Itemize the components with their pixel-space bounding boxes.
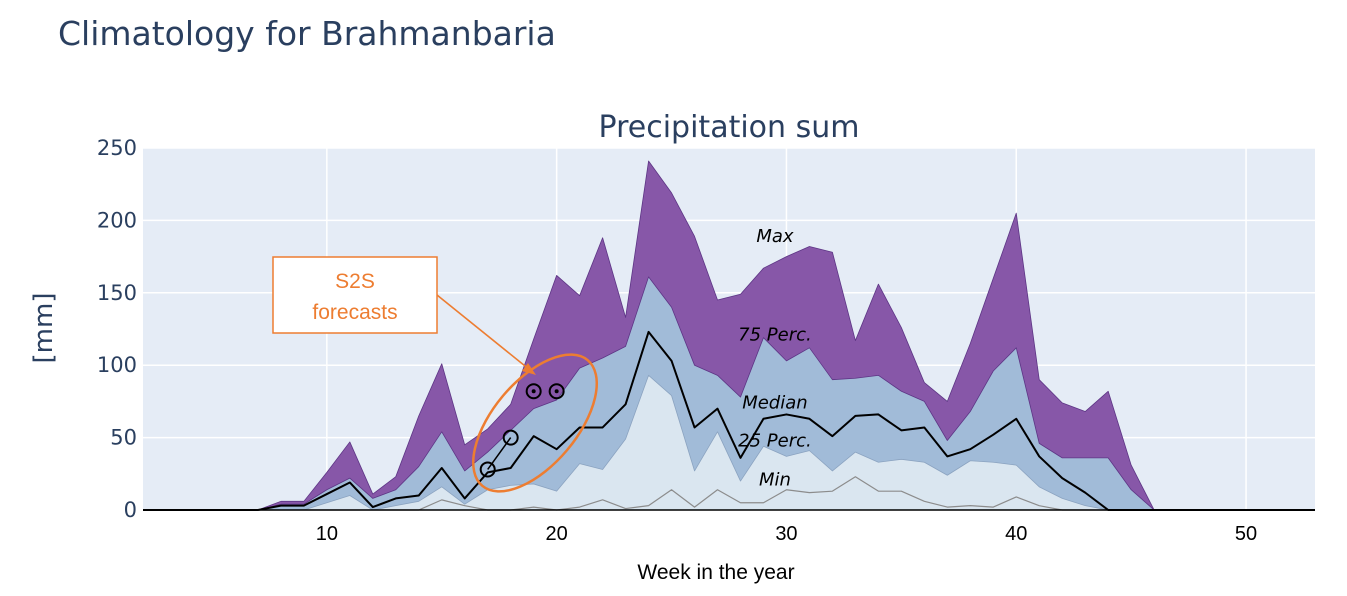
forecast-highlight-ellipse <box>471 353 599 493</box>
x-tick-label: 30 <box>775 523 797 545</box>
forecast-marker-dot <box>531 389 536 394</box>
x-axis-label: Week in the year <box>637 561 794 584</box>
page-title: Climatology for Brahmanbaria <box>58 14 556 53</box>
forecast-marker-dot <box>554 389 559 394</box>
forecast-annotation-arrow <box>436 294 531 371</box>
forecast-marker <box>548 383 565 400</box>
forecast-annotation-arrowhead <box>522 363 536 375</box>
forecast-annotation-line2: forecasts <box>312 301 397 324</box>
band-label: 75 Perc. <box>738 325 812 346</box>
band-label: 25 Perc. <box>738 430 812 451</box>
chart-title: Precipitation sum <box>599 110 860 145</box>
y-tick-label: 0 <box>124 498 137 522</box>
y-tick-label: 50 <box>110 426 137 450</box>
forecast-marker <box>479 461 496 478</box>
band-p75 <box>143 276 1315 510</box>
y-tick-label: 150 <box>97 281 137 305</box>
y-tick-label: 200 <box>97 208 137 232</box>
forecast-marker <box>502 429 519 446</box>
series-line-p75 <box>143 276 1315 511</box>
band-p25 <box>143 375 1315 510</box>
series-line-max <box>143 160 1315 511</box>
y-tick-label: 100 <box>97 353 137 377</box>
y-tick-label: 250 <box>97 136 137 160</box>
band-label: Median <box>742 393 807 414</box>
x-tick-label: 50 <box>1235 523 1257 545</box>
x-tick-label: 20 <box>546 523 568 545</box>
forecast-annotation-line1: S2S <box>335 270 375 293</box>
x-tick-label: 40 <box>1005 523 1027 545</box>
y-axis-label: [mm] <box>29 293 59 364</box>
band-label: Min <box>759 469 791 490</box>
x-tick-label: 10 <box>316 523 338 545</box>
band-label: Max <box>756 226 794 247</box>
forecast-marker <box>525 383 542 400</box>
